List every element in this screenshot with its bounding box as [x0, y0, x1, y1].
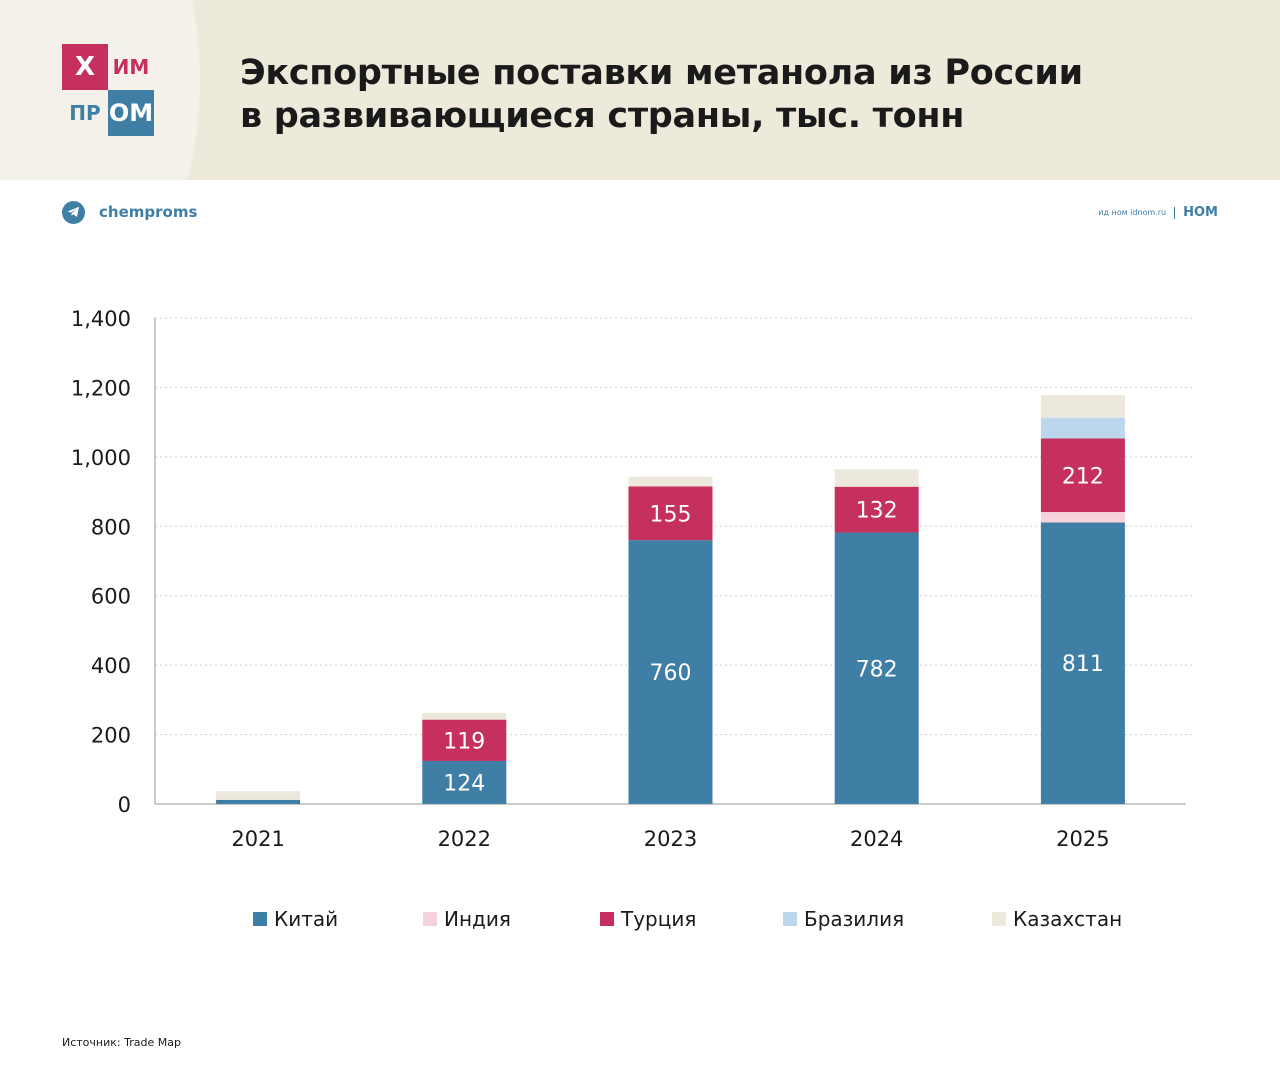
bar-segment — [422, 719, 507, 761]
publisher-brand-url: ид ном idnom.ru — [1098, 208, 1167, 217]
bar-segment — [1040, 417, 1125, 439]
publisher-brand-logo: НОМ — [1183, 205, 1218, 220]
bar-segment — [216, 799, 301, 804]
data-label: 782 — [856, 657, 898, 682]
chart-title-line-1: Экспортные поставки метанола из России — [240, 53, 1083, 93]
himprom-logo: Х ИМ ПР ОМ — [62, 44, 154, 136]
logo-cell-pr: ПР — [69, 101, 101, 125]
chart-legend: Китай Индия Турция Бразилия Казахстан — [0, 904, 1280, 934]
bar-segment — [628, 486, 713, 541]
bar-segment — [1040, 512, 1125, 523]
bar-segment — [1040, 438, 1125, 513]
legend-item: Казахстан — [992, 904, 1122, 934]
y-tick-label: 1,000 — [71, 446, 131, 470]
bar-segment — [422, 712, 507, 720]
y-tick-label: 0 — [118, 793, 131, 817]
bar-segment — [834, 532, 919, 804]
chart-title-line-2: в развивающиеся страны, тыс. тонн — [240, 96, 965, 136]
data-label: 132 — [856, 499, 898, 524]
y-tick-label: 200 — [91, 724, 131, 748]
y-tick-label: 1,200 — [71, 376, 131, 400]
data-label: 212 — [1062, 464, 1104, 489]
legend-label: Индия — [444, 907, 511, 931]
bar-segment — [1040, 395, 1125, 418]
legend-label: Турция — [621, 907, 697, 931]
legend-swatch — [992, 912, 1006, 926]
legend-item: Турция — [600, 904, 696, 934]
bar-segment — [628, 540, 713, 804]
x-tick-label: 2024 — [850, 827, 903, 851]
chart-title: Экспортные поставки метанола из России в… — [240, 52, 1240, 138]
publisher-brand: ид ном idnom.ru НОМ — [1098, 205, 1218, 220]
legend-swatch — [783, 912, 797, 926]
data-label: 119 — [443, 729, 485, 754]
legend-label: Бразилия — [804, 907, 905, 931]
y-tick-label: 600 — [91, 585, 131, 609]
bar-segment — [628, 476, 713, 487]
data-label: 155 — [650, 502, 692, 527]
bar-segment — [834, 469, 919, 487]
source-note: Источник: Trade Map — [62, 1036, 181, 1049]
legend-swatch — [423, 912, 437, 926]
x-tick-label: 2021 — [231, 827, 284, 851]
legend-item: Индия — [423, 904, 511, 934]
legend-item: Китай — [253, 904, 338, 934]
data-label: 760 — [650, 661, 692, 686]
legend-swatch — [600, 912, 614, 926]
x-tick-label: 2025 — [1056, 827, 1109, 851]
x-tick-label: 2023 — [644, 827, 697, 851]
bar-segment — [216, 791, 301, 800]
legend-item: Бразилия — [783, 904, 904, 934]
header-banner: Х ИМ ПР ОМ Экспортные поставки метанола … — [0, 0, 1280, 180]
bar-segment — [422, 760, 507, 804]
y-tick-label: 400 — [91, 654, 131, 678]
telegram-icon — [62, 200, 85, 224]
logo-cell-om: ОМ — [108, 90, 154, 136]
stacked-bar-chart: 0 200 400 600 800 1,000 1,200 1,400 2021 124 119 20… — [71, 307, 1192, 851]
y-tick-label: 1,400 — [71, 307, 131, 331]
logo-cell-x: Х — [62, 44, 108, 90]
legend-swatch — [253, 912, 267, 926]
legend-label: Казахстан — [1013, 907, 1123, 931]
bar-segment — [1040, 522, 1125, 804]
x-tick-label: 2022 — [438, 827, 491, 851]
data-label: 124 — [443, 771, 485, 796]
data-label: 811 — [1062, 652, 1104, 677]
bar-segment — [834, 486, 919, 533]
legend-label: Китай — [274, 907, 339, 931]
y-tick-label: 800 — [91, 515, 131, 539]
logo-cell-im: ИМ — [112, 55, 150, 79]
brand-divider — [1174, 206, 1176, 219]
telegram-channel-link[interactable]: chemproms — [62, 200, 197, 224]
header-decor-circle — [0, 0, 200, 180]
telegram-channel-label: chemproms — [99, 203, 198, 221]
